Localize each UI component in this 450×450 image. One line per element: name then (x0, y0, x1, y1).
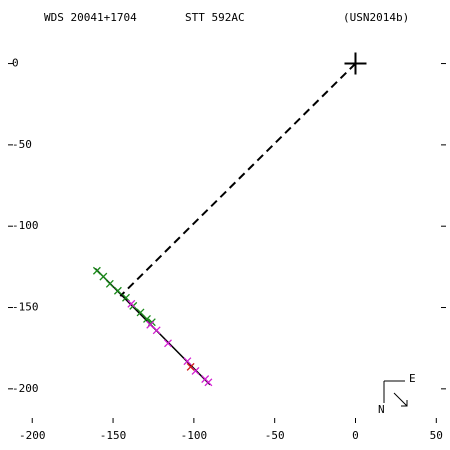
line (119, 62, 357, 297)
x-tick-label: -150 (100, 429, 127, 442)
header-center: STT 592AC (185, 11, 245, 24)
point (105, 279, 114, 288)
primary-marker (344, 52, 367, 75)
x-tick-label: -200 (19, 429, 46, 442)
point (186, 362, 195, 371)
header-right: (USN2014b) (343, 11, 409, 24)
point (146, 320, 155, 329)
point (143, 314, 151, 323)
x-tick-label: 0 (352, 429, 359, 442)
x-tick-label: -50 (265, 429, 285, 442)
point (164, 339, 172, 348)
y-tick-label: -200 (12, 382, 39, 395)
y-tick-label: -50 (12, 138, 32, 151)
point (183, 357, 192, 366)
point (113, 286, 122, 295)
point (127, 299, 136, 308)
point (99, 272, 108, 281)
y-tick-label: 0 (12, 57, 19, 70)
compass-e: E (409, 372, 416, 385)
compass-arrow (393, 392, 408, 407)
point (92, 266, 101, 275)
compass-arrowhead (401, 400, 408, 407)
y-tick-label: -150 (12, 301, 39, 314)
x-tick-label: 50 (430, 429, 443, 442)
x-tick-label: -100 (181, 429, 208, 442)
header-left: WDS 20041+1704 (44, 11, 137, 24)
compass-n: N (378, 403, 385, 416)
point (204, 378, 213, 387)
compass (383, 380, 408, 407)
point (152, 326, 161, 335)
y-tick-label: -100 (12, 219, 39, 232)
point (136, 308, 145, 317)
